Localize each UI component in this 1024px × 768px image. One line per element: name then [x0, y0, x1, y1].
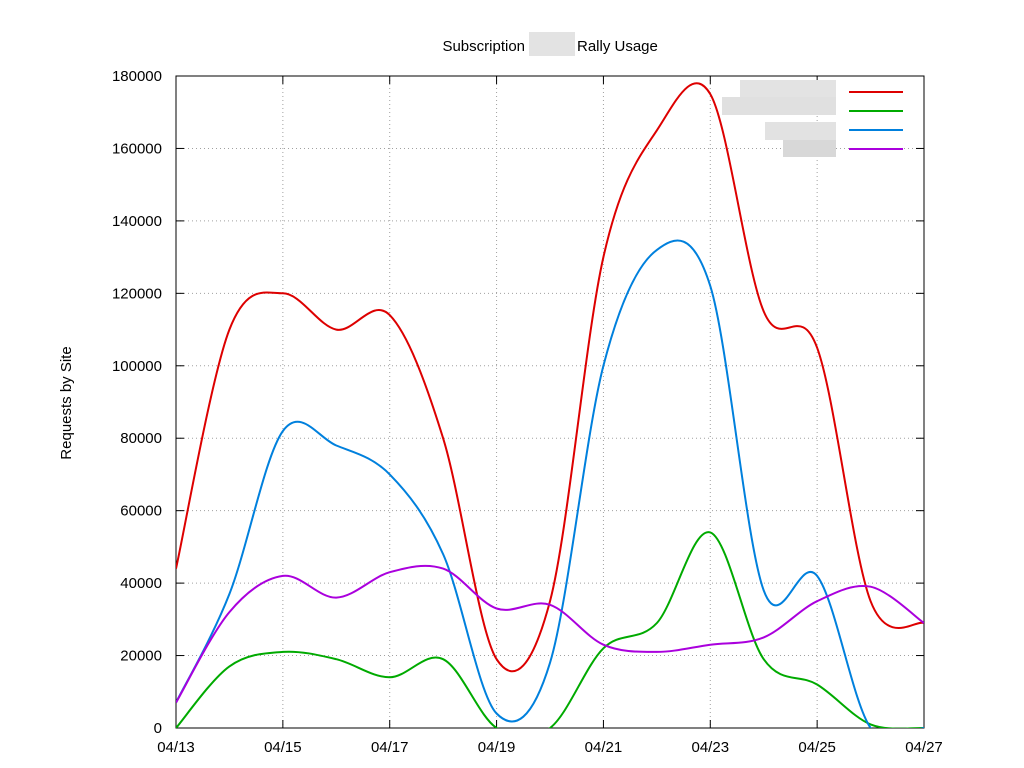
y-tick-label: 140000 [112, 213, 162, 230]
chart-title-prefix: Subscription [442, 38, 525, 55]
y-tick-label: 40000 [120, 575, 162, 592]
x-tick-label: 04/27 [905, 739, 943, 756]
x-tick-label: 04/15 [264, 739, 302, 756]
y-tick-label: 80000 [120, 430, 162, 447]
legend-label-redacted-1 [740, 80, 836, 97]
y-tick-label: 20000 [120, 648, 162, 665]
y-axis-label: Requests by Site [58, 346, 75, 459]
x-tick-label: 04/23 [692, 739, 730, 756]
legend-label-redacted-2 [722, 97, 836, 115]
y-tick-label: 180000 [112, 68, 162, 85]
axes [175, 75, 925, 729]
x-tick-label: 04/17 [371, 739, 409, 756]
plot-border [175, 75, 925, 729]
series-line-4 [176, 564, 924, 704]
x-tick-label: 04/25 [798, 739, 836, 756]
title-redacted-block [529, 32, 575, 56]
x-tick-label: 04/19 [478, 739, 516, 756]
x-tick-label: 04/13 [157, 739, 195, 756]
chart-title-suffix: Rally Usage [577, 38, 658, 55]
legend-label-redacted-3 [765, 122, 836, 140]
legend [722, 80, 903, 157]
series-line-1 [176, 82, 924, 673]
y-tick-label: 120000 [112, 285, 162, 302]
x-tick-label: 04/21 [585, 739, 623, 756]
y-tick-label: 100000 [112, 358, 162, 375]
y-tick-label: 60000 [120, 503, 162, 520]
legend-label-redacted-4 [783, 140, 836, 157]
y-tick-label: 160000 [112, 140, 162, 157]
series-line-2 [176, 531, 924, 728]
tick-labels: 0 20000 40000 60000 80000 100000 120000 140000 1… [112, 68, 943, 756]
series-lines [176, 82, 924, 728]
grid [176, 76, 924, 728]
y-tick-label: 0 [154, 720, 162, 737]
series-line-3 [176, 239, 924, 728]
